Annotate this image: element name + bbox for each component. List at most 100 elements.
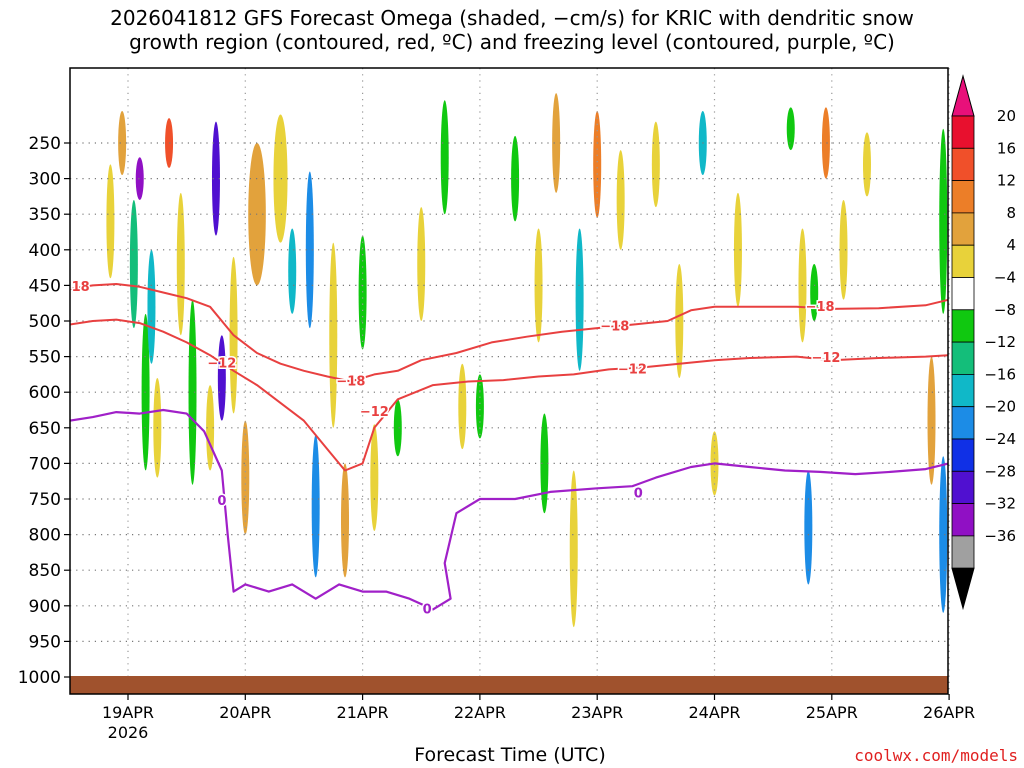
omega-shade-cell	[862, 132, 871, 197]
colorbar-label: −12	[984, 333, 1016, 351]
y-tick-label: 250	[29, 134, 61, 154]
omega-shade-cell	[393, 399, 402, 457]
omega-shading-layer	[106, 93, 948, 628]
y-tick-label: 300	[29, 170, 61, 190]
omega-shade-cell	[329, 242, 338, 428]
omega-shade-cell	[821, 107, 830, 179]
omega-shade-cell	[569, 470, 578, 628]
y-tick-label: 650	[29, 419, 61, 439]
freezing-level-line	[70, 408, 948, 611]
omega-shade-cell	[165, 118, 174, 168]
omega-shade-cell	[118, 110, 127, 176]
dendritic-contour-label: −18	[600, 320, 629, 335]
colorbar-segment	[951, 535, 975, 569]
colorbar-segment	[951, 373, 975, 408]
y-tick-label: 750	[29, 490, 61, 510]
colorbar-segment	[951, 470, 975, 504]
colorbar-bottom-arrow	[951, 567, 975, 611]
omega-shade-cell	[440, 100, 449, 215]
plot-area: −18 −18 −18 −18 −12 −12 −12 −12 0 0 0	[61, 67, 950, 695]
omega-shade-cell	[370, 424, 379, 532]
omega-shade-cell	[106, 164, 115, 279]
omega-shade-cell	[839, 199, 848, 300]
omega-shade-cell	[575, 228, 584, 371]
plot-background	[70, 68, 948, 694]
omega-shade-cell	[593, 110, 602, 218]
colorbar-label: 20	[997, 107, 1016, 125]
y-axis: 250 300 350 400 450 500 550 600 650 700 750 800 850 9…	[18, 134, 70, 688]
y-tick-label: 500	[29, 312, 61, 332]
y-tick-label: 950	[29, 632, 61, 652]
omega-shade-cell	[733, 192, 742, 307]
colorbar-label: −28	[984, 462, 1016, 480]
colorbar-segment	[951, 115, 975, 149]
y-tick-label: 450	[29, 276, 61, 296]
y-tick-label: 850	[29, 561, 61, 581]
omega-shade-cell	[341, 463, 350, 578]
freezing-level-label: 0	[634, 486, 643, 501]
y-tick-label: 600	[29, 383, 61, 403]
colorbar-segment	[951, 309, 975, 343]
dendritic-contour-label: −12	[207, 357, 236, 372]
omega-shade-cell	[939, 456, 948, 613]
colorbar-segment	[951, 147, 975, 182]
x-tick-label: 26APR	[923, 703, 975, 722]
omega-shade-cell	[188, 299, 197, 485]
dendritic-contour-label: −18	[61, 280, 90, 295]
omega-shade-cell	[211, 121, 220, 236]
colorbar-label: −8	[994, 301, 1016, 319]
y-tick-label: 350	[29, 205, 61, 225]
omega-shade-cell	[273, 114, 288, 243]
colorbar-label: 8	[1006, 204, 1016, 222]
colorbar-segment	[951, 503, 975, 537]
colorbar-label: −36	[984, 527, 1016, 545]
dendritic-contour-label: −18	[336, 375, 365, 390]
colorbar-label: 12	[997, 172, 1016, 190]
dendritic-contour-label: −18	[806, 300, 835, 315]
colorbar-label: 16	[997, 139, 1016, 157]
x-tick-label: 21APR	[337, 703, 389, 722]
colorbar-label: −24	[984, 430, 1016, 448]
freezing-level-label: 0	[217, 494, 226, 509]
omega-shade-cell	[305, 171, 314, 329]
dendritic-contour-label: −12	[618, 362, 647, 377]
omega-shade-cell	[458, 363, 467, 450]
plot-frame	[69, 67, 949, 695]
colorbar-label: 4	[1006, 236, 1016, 254]
omega-shade-cell	[616, 150, 625, 250]
colorbar-segment	[951, 438, 975, 472]
dendritic-contour-label: −12	[360, 405, 389, 420]
omega-shade-cell	[417, 207, 426, 321]
omega-shade-cell	[135, 157, 144, 200]
omega-shade-cell	[147, 249, 156, 364]
y-tick-label: 700	[29, 454, 61, 474]
colorbar-segment	[951, 180, 975, 214]
colorbar-segment	[951, 212, 975, 246]
x-tick-label: 23APR	[571, 703, 623, 722]
omega-shade-cell	[288, 228, 297, 314]
colorbar-label: −32	[984, 495, 1016, 513]
omega-shade-cell	[927, 356, 936, 485]
colorbar-segment	[951, 244, 975, 278]
contour-layer: −18 −18 −18 −18 −12 −12 −12 −12 0 0 0	[61, 278, 948, 619]
omega-shade-cell	[511, 135, 520, 222]
dendritic-contour-label: −12	[811, 351, 840, 366]
colorbar: 20 16 12 8 4 −4 −8 −12 −16 −20 −24 −28 −32 −36	[951, 74, 1016, 611]
freezing-level-label: 0	[423, 602, 432, 617]
omega-shade-cell	[939, 128, 948, 314]
y-tick-label: 900	[29, 597, 61, 617]
colorbar-top-arrow	[951, 74, 975, 117]
omega-shade-cell	[475, 374, 484, 439]
x-tick-label: 25APR	[806, 703, 858, 722]
site-credit: coolwx.com/models	[854, 746, 1018, 765]
y-tick-label: 550	[29, 348, 61, 368]
x-axis-label: Forecast Time (UTC)	[414, 744, 606, 766]
omega-shade-cell	[311, 434, 320, 578]
ground-band	[70, 676, 948, 694]
colorbar-segment	[951, 406, 975, 440]
omega-shade-cell	[358, 235, 367, 350]
omega-shade-cell	[129, 199, 138, 329]
omega-shade-cell	[786, 107, 795, 151]
colorbar-segment	[951, 277, 975, 311]
chart-title-line-2: growth region (contoured, red, ºC) and f…	[129, 30, 895, 54]
